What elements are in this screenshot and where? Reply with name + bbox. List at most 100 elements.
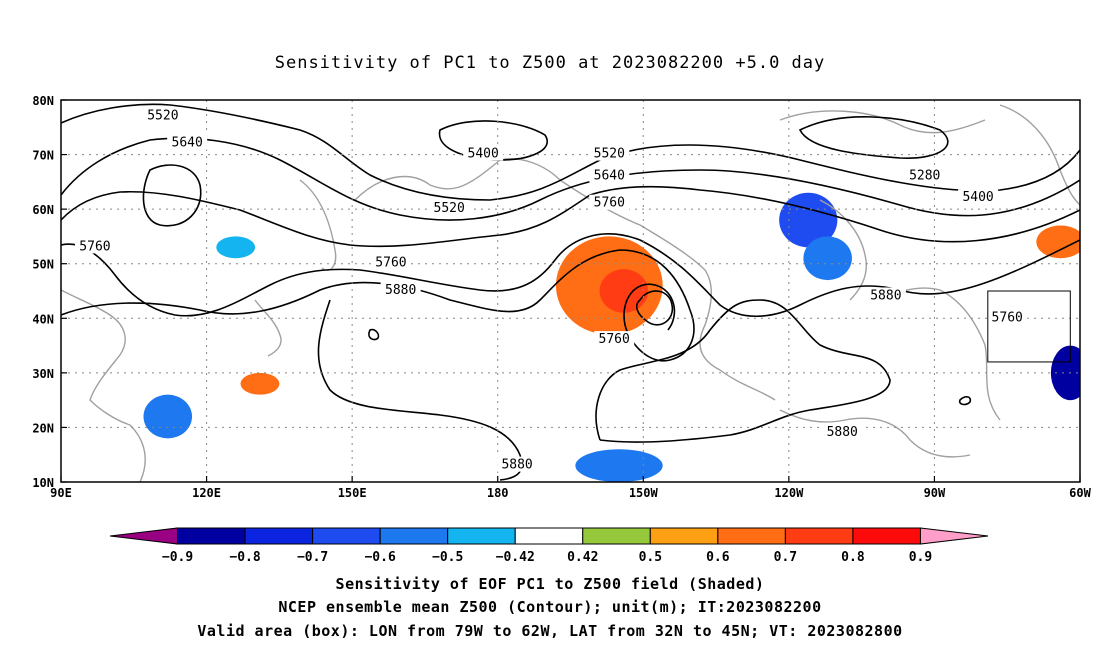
contour-line	[61, 103, 1080, 201]
colorbar-segment	[852, 527, 921, 545]
contour-label-bg	[987, 309, 1028, 325]
x-tick-label: 120E	[192, 486, 221, 500]
colorbar-segment	[312, 527, 381, 545]
colorbar-segment	[717, 527, 786, 545]
y-tick-label: 20N	[32, 421, 54, 435]
contour-line	[958, 396, 972, 406]
contour-label: 5640	[594, 168, 625, 183]
contour-label-bg	[589, 167, 630, 183]
contour-line	[142, 164, 202, 227]
x-tick-label: 150E	[338, 486, 367, 500]
contour-label-bg	[74, 238, 115, 254]
colorbar-segment	[582, 527, 651, 545]
shaded-region	[240, 372, 280, 395]
contour-label: 5880	[870, 288, 901, 303]
contour-line	[61, 233, 1080, 318]
colorbar-label: −0.8	[229, 550, 260, 565]
x-tick-label: 180	[487, 486, 509, 500]
contour-label: 5760	[599, 332, 630, 347]
coastline-japan	[254, 299, 282, 357]
shaded-region	[575, 449, 663, 482]
colorbar-segment	[514, 527, 584, 545]
x-tick-label: 90E	[50, 486, 72, 500]
caption-line-1: Sensitivity of EOF PC1 to Z500 field (Sh…	[336, 575, 765, 593]
colorbar-label: −0.9	[162, 550, 193, 565]
contour-line	[635, 290, 674, 326]
contour-label: 5520	[434, 201, 465, 216]
contour-label-bg	[142, 107, 183, 123]
y-tick-label: 30N	[32, 367, 54, 381]
contour-label-bg	[589, 194, 630, 210]
contour-label-bg	[380, 282, 421, 297]
shaded-region	[1050, 345, 1080, 401]
shaded-region	[143, 394, 193, 439]
colorbar-label: −0.5	[432, 550, 463, 565]
contour-line	[438, 120, 548, 161]
lat-lon-grid	[61, 100, 1080, 482]
contour-line	[595, 299, 891, 443]
contour-label-bg	[822, 423, 863, 439]
z500-contours	[61, 103, 1080, 481]
colorbar-segment	[784, 527, 854, 545]
contour-label-bg	[429, 200, 470, 216]
contour-line	[61, 249, 695, 362]
contour-label-bg	[370, 254, 411, 270]
caption-line-2: NCEP ensemble mean Z500 (Contour); unit(…	[278, 598, 821, 616]
contour-label-bg	[589, 145, 630, 161]
y-tick-label: 70N	[32, 149, 54, 163]
colorbar-segment	[244, 527, 314, 545]
contour-label: 5400	[962, 190, 993, 205]
colorbar-label: 0.7	[774, 550, 797, 565]
caption-line-3: Valid area (box): LON from 79W to 62W, L…	[197, 622, 902, 640]
contour-label: 5520	[594, 147, 625, 162]
x-tick-label: 150W	[629, 486, 659, 500]
contour-label: 5400	[468, 147, 499, 162]
colorbar-label: 0.42	[567, 550, 598, 565]
colorbar-label: −0.7	[297, 550, 328, 565]
coastlines	[61, 104, 1080, 482]
colorbar-label: 0.5	[639, 550, 662, 565]
colorbar-label: 0.8	[841, 550, 865, 565]
x-tick-label: 60W	[1069, 486, 1091, 500]
contour-line	[368, 328, 380, 341]
shaded-region	[1036, 225, 1080, 259]
shaded-region	[803, 236, 852, 281]
contour-label: 5760	[375, 256, 406, 271]
contour-label-bg	[497, 456, 538, 472]
colorbar: −0.9 −0.8 −0.7 −0.6 −0.5 −0.42 0.42 0.5 0.6 0.7 0.…	[109, 527, 989, 565]
colorbar-label: −0.6	[364, 550, 395, 565]
colorbar-label: 0.6	[706, 550, 730, 565]
contour-label: 5880	[501, 458, 532, 473]
shaded-region	[779, 192, 838, 248]
contour-labels: 5520 5640 5400 5520 5520 5640 5760 5280 5400 5760…	[74, 107, 1028, 473]
contour-label: 5880	[385, 283, 416, 298]
colorbar-segment	[447, 527, 516, 545]
sensitivity-shading	[143, 192, 1080, 482]
contour-label-bg	[904, 167, 945, 183]
map-area: 5520 5640 5400 5520 5520 5640 5760 5280 5400 5760…	[32, 94, 1091, 500]
contour-line	[61, 185, 1080, 248]
colorbar-segment	[379, 527, 449, 545]
contour-label-bg	[865, 287, 906, 303]
x-tick-label: 120W	[774, 486, 804, 500]
contour-label: 5280	[909, 168, 940, 183]
colorbar-segment	[177, 527, 246, 545]
map-frame	[60, 99, 1081, 483]
contour-label: 5760	[992, 310, 1023, 325]
coastline-bering	[354, 158, 561, 201]
coastline-gulf-of-mexico	[779, 409, 971, 458]
contour-label: 5640	[172, 136, 203, 151]
coastline-alaska	[559, 179, 776, 401]
y-tick-label: 80N	[32, 94, 54, 108]
shaded-region	[216, 236, 256, 259]
figure-title: Sensitivity of PC1 to Z500 at 2023082200…	[275, 53, 826, 73]
y-tick-label: 50N	[32, 258, 54, 272]
colorbar-under-triangle	[109, 527, 179, 545]
coastline-arctic-islands	[779, 110, 986, 134]
contour-label: 5520	[147, 108, 178, 123]
y-tick-label: 60N	[32, 203, 54, 217]
contour-label: 5760	[79, 239, 110, 254]
colorbar-over-triangle	[919, 527, 989, 545]
valid-area-box	[987, 290, 1071, 363]
